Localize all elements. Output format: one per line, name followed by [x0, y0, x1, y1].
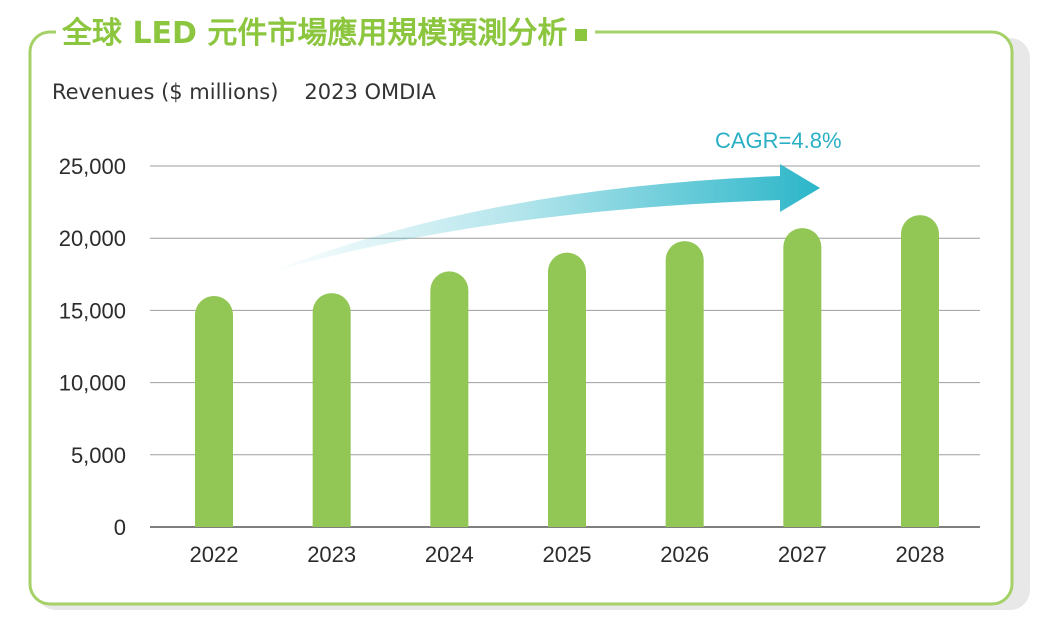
bar-2023	[312, 293, 351, 527]
chart-meta: Revenues ($ millions) 2023 OMDIA	[52, 80, 436, 104]
bar-layer	[195, 215, 939, 528]
source-label: 2023 OMDIA	[304, 80, 436, 104]
y-tick-label: 15,000	[59, 298, 126, 323]
cagr-arrow-body	[265, 164, 820, 274]
cagr-label: CAGR=4.8%	[715, 128, 842, 153]
bar-2027	[783, 228, 822, 528]
x-tick-label: 2023	[307, 542, 356, 567]
x-tick-label: 2027	[778, 542, 827, 567]
chart-title-text: 全球 LED 元件市場應用規模預測分析	[62, 16, 568, 51]
x-axis-ticks: 2022 2023 2024 2025 2026 2027 2028	[190, 542, 945, 567]
x-tick-label: 2028	[896, 542, 945, 567]
bar-2025	[548, 252, 586, 527]
y-tick-label: 5,000	[71, 443, 126, 468]
bar-2026	[665, 241, 704, 527]
y-tick-label: 10,000	[59, 371, 126, 396]
bar-2024	[430, 271, 469, 527]
x-tick-label: 2022	[190, 542, 239, 567]
title-square-icon	[575, 28, 588, 41]
units-label: Revenues ($ millions)	[52, 80, 279, 104]
cagr-arrow	[265, 164, 820, 274]
y-tick-label: 20,000	[59, 226, 126, 251]
y-tick-label: 25,000	[59, 154, 126, 179]
y-tick-label: 0	[114, 515, 126, 540]
x-tick-label: 2025	[543, 542, 592, 567]
x-tick-label: 2026	[660, 542, 709, 567]
x-tick-label: 2024	[425, 542, 474, 567]
bar-2022	[195, 295, 233, 527]
y-axis-ticks: 0 5,000 10,000 15,000 20,000 25,000	[59, 154, 126, 540]
chart-title: 全球 LED 元件市場應用規模預測分析	[56, 8, 596, 52]
bar-2028	[901, 215, 939, 527]
